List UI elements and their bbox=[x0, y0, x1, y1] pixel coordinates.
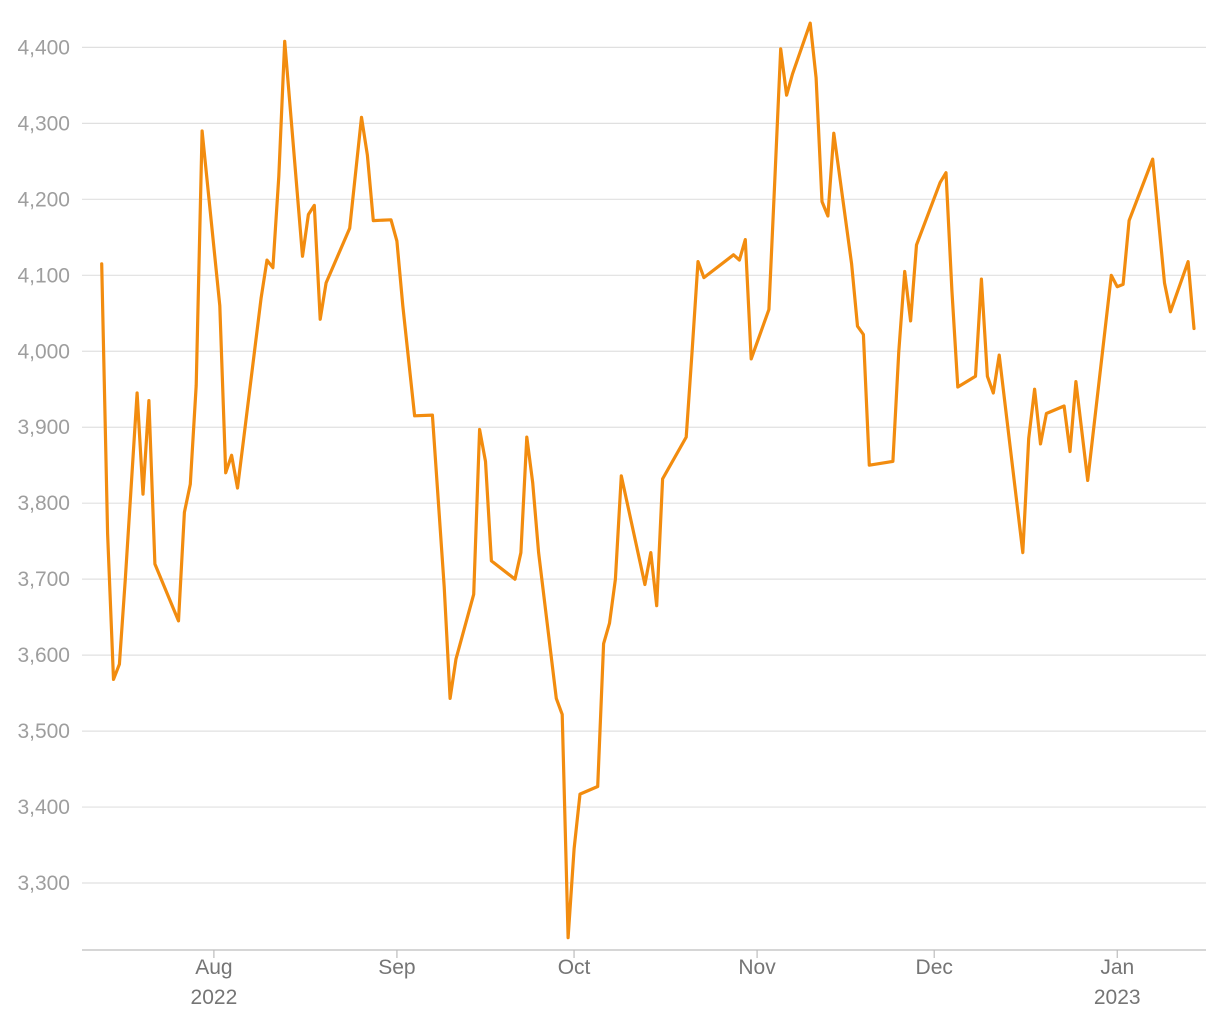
y-axis-tick-labels: 3,300 3,400 3,500 3,600 3,700 3,800 3,900 4,000… bbox=[17, 36, 70, 895]
x-tick-year-label: 2022 bbox=[191, 986, 238, 1009]
y-tick-label: 4,400 bbox=[17, 36, 70, 59]
y-tick-label: 3,400 bbox=[17, 796, 70, 819]
x-tick-label: Oct bbox=[558, 956, 591, 979]
y-tick-label: 3,700 bbox=[17, 568, 70, 591]
x-tick-label: Sep bbox=[378, 956, 415, 979]
y-tick-label: 4,200 bbox=[17, 188, 70, 211]
x-tick-year-label: 2023 bbox=[1094, 986, 1141, 1009]
y-tick-label: 3,600 bbox=[17, 644, 70, 667]
x-tick-label: Dec bbox=[916, 956, 953, 979]
x-tick-label: Nov bbox=[738, 956, 776, 979]
series-layer bbox=[100, 21, 1196, 940]
y-tick-label: 4,000 bbox=[17, 340, 70, 363]
y-tick-label: 3,900 bbox=[17, 416, 70, 439]
y-tick-label: 3,300 bbox=[17, 872, 70, 895]
y-tick-label: 3,500 bbox=[17, 720, 70, 743]
x-axis-ticks: Aug 2022 Sep Oct Nov Dec Jan 2023 bbox=[191, 950, 1141, 1009]
y-tick-label: 4,300 bbox=[17, 112, 70, 135]
y-tick-label: 4,100 bbox=[17, 264, 70, 287]
y-tick-label: 3,800 bbox=[17, 492, 70, 515]
gridlines bbox=[82, 46, 1206, 884]
series-line-0 bbox=[100, 21, 1196, 940]
x-tick-label: Aug bbox=[195, 956, 232, 979]
x-tick-label: Jan bbox=[1100, 956, 1134, 979]
